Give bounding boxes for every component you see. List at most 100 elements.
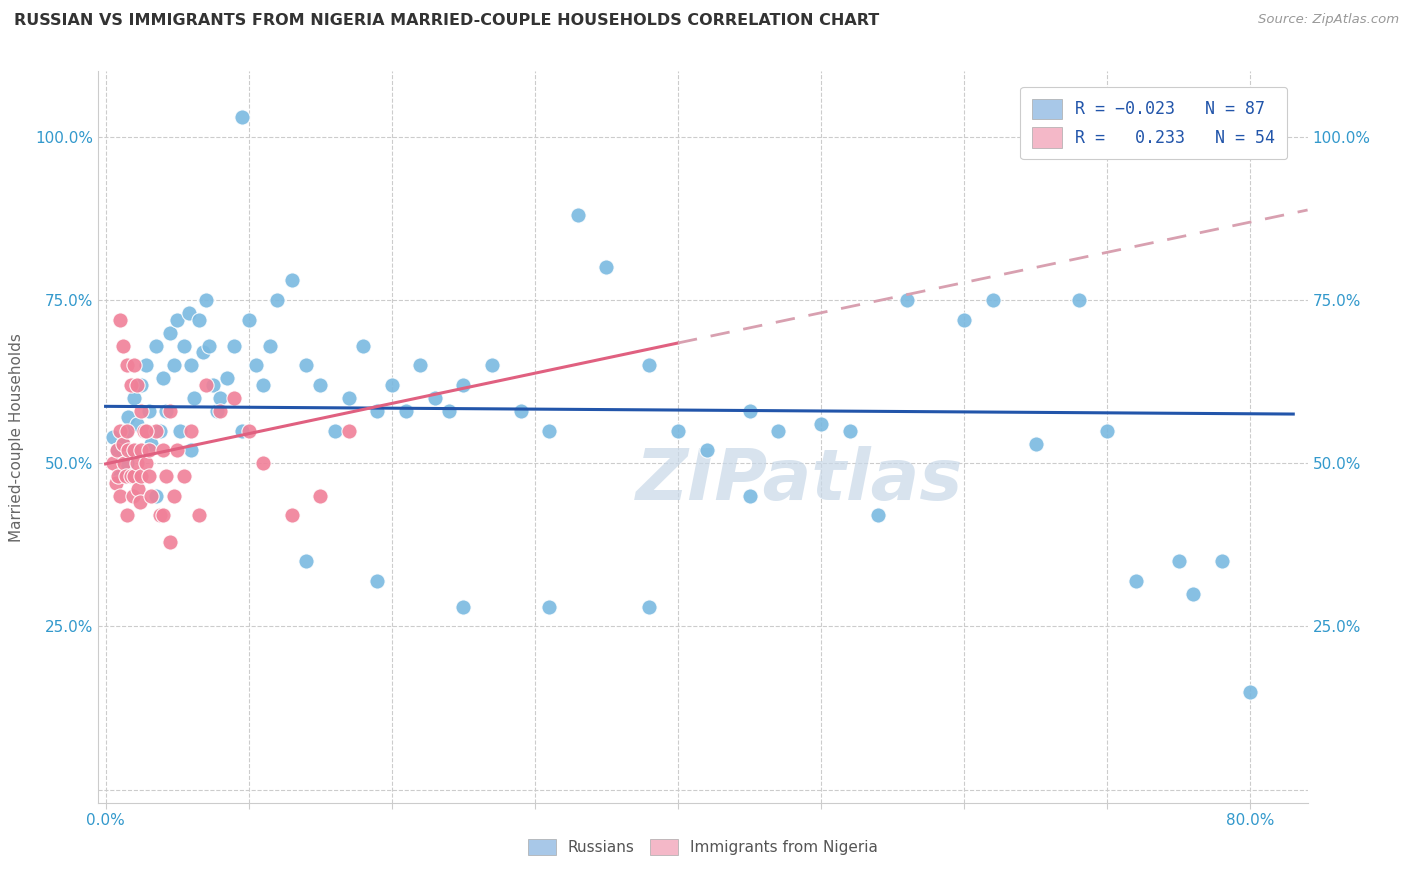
Point — [131, 443, 153, 458]
Point — [125, 377, 148, 392]
Point — [280, 273, 302, 287]
Point — [111, 436, 134, 450]
Point — [129, 495, 152, 509]
Point — [838, 424, 860, 438]
Point — [101, 456, 124, 470]
Point — [638, 358, 661, 372]
Point — [738, 404, 761, 418]
Point — [122, 443, 145, 458]
Point — [117, 443, 139, 458]
Point — [138, 469, 160, 483]
Point — [453, 599, 475, 614]
Point — [131, 404, 153, 418]
Point — [366, 404, 388, 418]
Point — [115, 456, 138, 470]
Point — [115, 358, 138, 372]
Point — [105, 443, 128, 458]
Point — [163, 489, 186, 503]
Point — [238, 312, 260, 326]
Point — [122, 358, 145, 372]
Point — [409, 358, 432, 372]
Point — [112, 456, 135, 470]
Point — [191, 345, 214, 359]
Point — [266, 293, 288, 307]
Point — [187, 312, 209, 326]
Point — [238, 424, 260, 438]
Point — [638, 599, 661, 614]
Point — [194, 377, 217, 392]
Point — [163, 358, 186, 372]
Point — [120, 469, 142, 483]
Point — [145, 338, 167, 352]
Point — [259, 338, 281, 352]
Point — [108, 469, 131, 483]
Point — [101, 430, 124, 444]
Point — [135, 456, 157, 470]
Point — [187, 508, 209, 523]
Point — [115, 424, 138, 438]
Point — [122, 391, 145, 405]
Point — [766, 424, 789, 438]
Point — [1239, 685, 1261, 699]
Point — [177, 306, 200, 320]
Point — [295, 358, 318, 372]
Point — [115, 508, 138, 523]
Point — [114, 424, 136, 438]
Point — [217, 371, 239, 385]
Legend: Russians, Immigrants from Nigeria: Russians, Immigrants from Nigeria — [522, 833, 884, 861]
Point — [224, 391, 246, 405]
Point — [696, 443, 718, 458]
Point — [111, 436, 134, 450]
Point — [155, 469, 177, 483]
Point — [509, 404, 531, 418]
Point — [666, 424, 689, 438]
Point — [183, 391, 205, 405]
Point — [159, 534, 181, 549]
Point — [145, 424, 167, 438]
Point — [159, 326, 181, 340]
Point — [152, 508, 174, 523]
Point — [159, 404, 181, 418]
Point — [810, 417, 832, 431]
Point — [209, 404, 232, 418]
Point — [309, 489, 332, 503]
Point — [173, 469, 195, 483]
Point — [323, 424, 346, 438]
Point — [125, 456, 148, 470]
Point — [1211, 554, 1233, 568]
Text: RUSSIAN VS IMMIGRANTS FROM NIGERIA MARRIED-COUPLE HOUSEHOLDS CORRELATION CHART: RUSSIAN VS IMMIGRANTS FROM NIGERIA MARRI… — [14, 13, 879, 29]
Point — [231, 424, 253, 438]
Point — [141, 436, 163, 450]
Point — [209, 391, 232, 405]
Point — [111, 338, 134, 352]
Point — [1067, 293, 1090, 307]
Point — [149, 508, 172, 523]
Point — [423, 391, 446, 405]
Point — [1125, 574, 1147, 588]
Point — [135, 358, 157, 372]
Point — [366, 574, 388, 588]
Point — [166, 312, 188, 326]
Point — [120, 377, 142, 392]
Point — [155, 404, 177, 418]
Point — [104, 475, 127, 490]
Point — [108, 489, 131, 503]
Point — [166, 443, 188, 458]
Point — [122, 469, 145, 483]
Point — [1025, 436, 1047, 450]
Point — [152, 371, 174, 385]
Point — [567, 208, 589, 222]
Point — [149, 424, 172, 438]
Point — [120, 443, 142, 458]
Point — [194, 293, 217, 307]
Point — [114, 469, 136, 483]
Point — [180, 358, 202, 372]
Point — [437, 404, 460, 418]
Point — [127, 483, 149, 497]
Point — [395, 404, 418, 418]
Point — [595, 260, 617, 275]
Point — [138, 404, 160, 418]
Point — [224, 338, 246, 352]
Point — [131, 377, 153, 392]
Point — [337, 391, 360, 405]
